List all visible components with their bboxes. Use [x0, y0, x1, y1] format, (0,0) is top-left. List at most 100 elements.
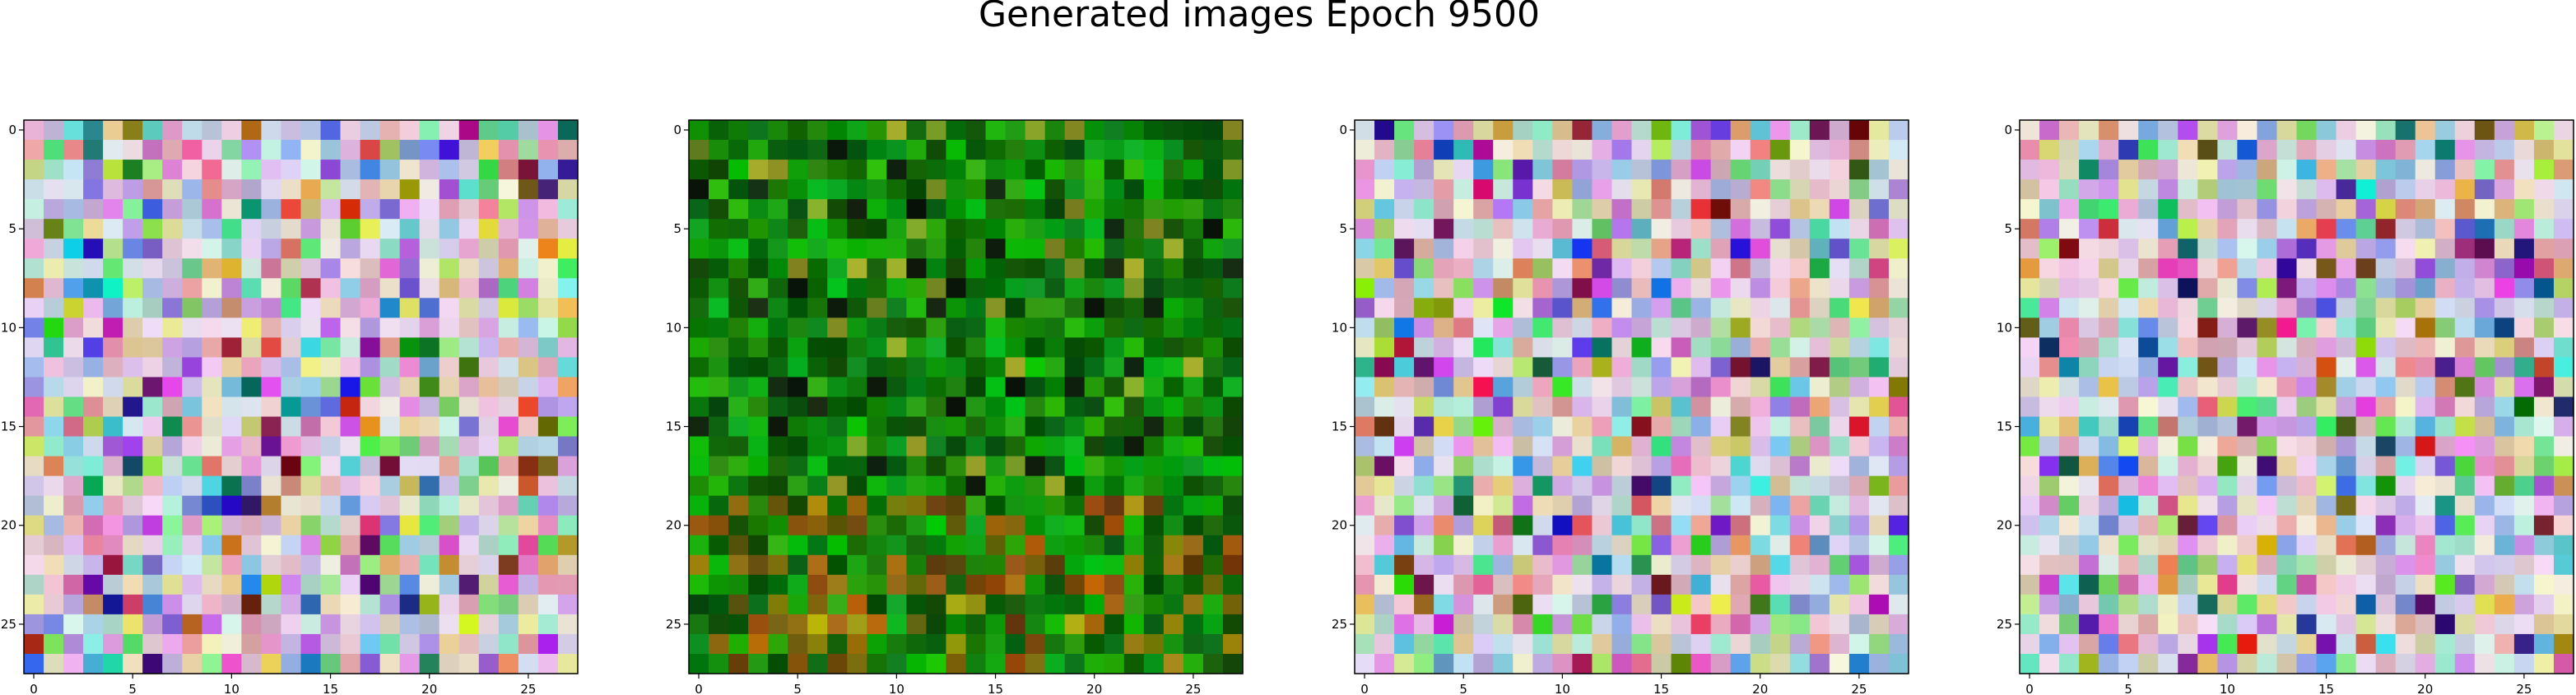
pixel-cell: [867, 515, 887, 536]
pixel-cell: [24, 179, 44, 200]
pixel-cell: [2375, 653, 2397, 674]
pixel-cell: [2178, 535, 2198, 556]
pixel-cell: [142, 436, 163, 457]
pixel-cell: [1434, 278, 1454, 299]
pixel-cell: [1750, 239, 1771, 259]
pixel-cell: [1730, 574, 1751, 595]
pixel-cell: [2079, 594, 2099, 615]
pixel-cell: [123, 633, 143, 655]
pixel-cell: [1868, 199, 1890, 220]
pixel-cell: [1473, 653, 1494, 674]
pixel-cell: [2217, 475, 2238, 497]
pixel-cell: [1750, 160, 1771, 180]
pixel-cell: [1084, 416, 1105, 438]
pixel-cell: [1183, 495, 1204, 517]
pixel-cell: [182, 199, 202, 220]
pixel-cell: [728, 495, 749, 517]
pixel-cell: [182, 258, 202, 279]
pixel-cell: [2336, 140, 2357, 160]
pixel-cell: [1572, 317, 1593, 338]
pixel-cell: [281, 535, 302, 556]
pixel-cell: [281, 633, 302, 655]
pixel-cell: [1710, 554, 1732, 576]
pixel-cell: [1888, 317, 1909, 338]
pixel-cell: [340, 475, 361, 497]
pixel-cell: [2039, 179, 2060, 200]
pixel-cell: [2296, 258, 2318, 279]
pixel-cell: [2415, 120, 2436, 141]
pixel-cell: [1552, 298, 1573, 318]
pixel-cell: [1123, 535, 1145, 556]
pixel-cell: [807, 219, 828, 239]
pixel-cell: [1651, 120, 1672, 141]
pixel-cell: [689, 199, 709, 220]
pixel-cell: [1572, 239, 1593, 259]
pixel-cell: [1064, 317, 1086, 338]
pixel-cell: [360, 535, 381, 556]
pixel-cell: [689, 160, 709, 180]
pixel-cell: [2039, 396, 2060, 418]
pixel-cell: [2336, 653, 2357, 674]
pixel-cell: [2276, 574, 2298, 595]
pixel-cell: [1064, 574, 1086, 595]
pixel-cell: [946, 456, 967, 477]
pixel-cell: [827, 160, 848, 180]
pixel-cell: [2316, 337, 2337, 359]
pixel-cell: [63, 219, 84, 239]
pixel-cell: [946, 337, 967, 359]
pixel-cell: [2533, 614, 2555, 635]
pixel-cell: [24, 337, 44, 359]
pixel-cell: [2415, 594, 2436, 615]
pixel-cell: [867, 298, 887, 318]
pixel-cell: [2355, 396, 2377, 418]
pixel-cell: [827, 416, 848, 438]
pixel-cell: [2158, 239, 2178, 259]
pixel-cell: [162, 614, 183, 635]
pixel-cell: [1044, 475, 1066, 497]
pixel-cell: [867, 160, 887, 180]
pixel-cell: [1769, 633, 1791, 655]
pixel-cell: [2178, 554, 2198, 576]
pixel-cell: [518, 219, 539, 239]
pixel-cell: [1848, 614, 1870, 635]
pixel-cell: [946, 140, 967, 160]
pixel-cell: [379, 239, 401, 259]
pixel-cell: [478, 594, 500, 615]
pixel-cell: [458, 219, 480, 239]
pixel-cell: [788, 179, 808, 200]
pixel-cell: [1769, 179, 1791, 200]
pixel-cell: [2217, 515, 2238, 536]
pixel-cell: [2355, 317, 2377, 338]
pixel-cell: [1769, 515, 1791, 536]
pixel-cell: [142, 515, 163, 536]
pixel-cell: [2395, 278, 2416, 299]
pixel-cell: [1202, 278, 1224, 299]
pixel-cell: [1394, 436, 1415, 457]
pixel-cell: [379, 199, 401, 220]
pixel-cell: [2079, 317, 2099, 338]
pixel-cell: [2217, 574, 2238, 595]
pixel-cell: [1611, 337, 1633, 359]
pixel-cell: [1044, 337, 1066, 359]
pixel-cell: [1183, 199, 1204, 220]
pixel-cell: [399, 199, 421, 220]
pixel-cell: [2059, 456, 2080, 477]
pixel-cell: [926, 554, 947, 576]
pixel-cell: [1750, 258, 1771, 279]
pixel-cell: [2296, 199, 2318, 220]
x-tick-label: 10: [224, 682, 239, 695]
pixel-cell: [1473, 337, 1494, 359]
pixel-cell: [946, 515, 967, 536]
pixel-cell: [1888, 357, 1909, 378]
pixel-cell: [2553, 456, 2574, 477]
pixel-cell: [1710, 337, 1732, 359]
pixel-cell: [2316, 456, 2337, 477]
pixel-cell: [788, 278, 808, 299]
pixel-cell: [847, 614, 867, 635]
pixel-cell: [2099, 633, 2119, 655]
pixel-cell: [24, 258, 44, 279]
pixel-cell: [83, 179, 104, 200]
x-tick-label: 5: [793, 682, 802, 695]
pixel-cell: [1809, 614, 1830, 635]
pixel-cell: [83, 120, 104, 141]
